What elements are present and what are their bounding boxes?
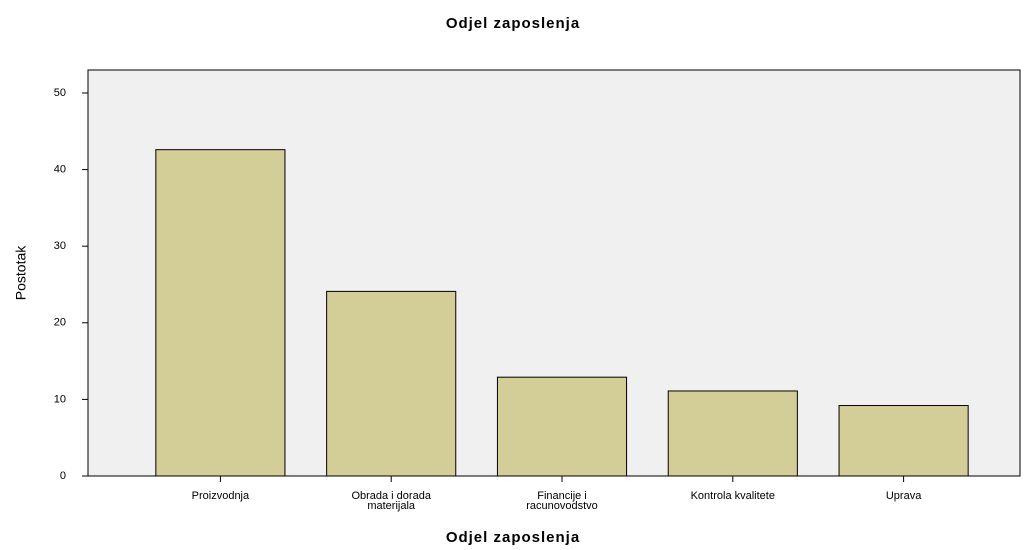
x-tick-label: Proizvodnja	[191, 490, 250, 502]
chart-title: Odjel zaposlenja	[446, 15, 580, 32]
y-tick-label: 0	[60, 470, 66, 482]
bar	[838, 405, 969, 477]
x-axis-label: Odjel zaposlenja	[446, 529, 580, 546]
y-tick-label: 50	[54, 87, 66, 99]
x-tick-label: Financije i racunovodstvo	[526, 490, 598, 512]
bar	[155, 149, 286, 477]
y-tick-label: 40	[54, 163, 66, 175]
y-tick-label: 30	[54, 240, 66, 252]
x-tick-label: Kontrola kvalitete	[690, 490, 775, 502]
y-tick-label: 10	[54, 393, 66, 405]
x-tick-label: Obrada i dorada materijala	[351, 490, 431, 512]
x-tick-label: Uprava	[885, 490, 922, 502]
y-axis-label: Postotak	[13, 245, 29, 300]
y-tick-label: 20	[54, 317, 66, 329]
bar	[667, 390, 798, 477]
bar	[326, 290, 457, 477]
bar	[496, 376, 628, 477]
